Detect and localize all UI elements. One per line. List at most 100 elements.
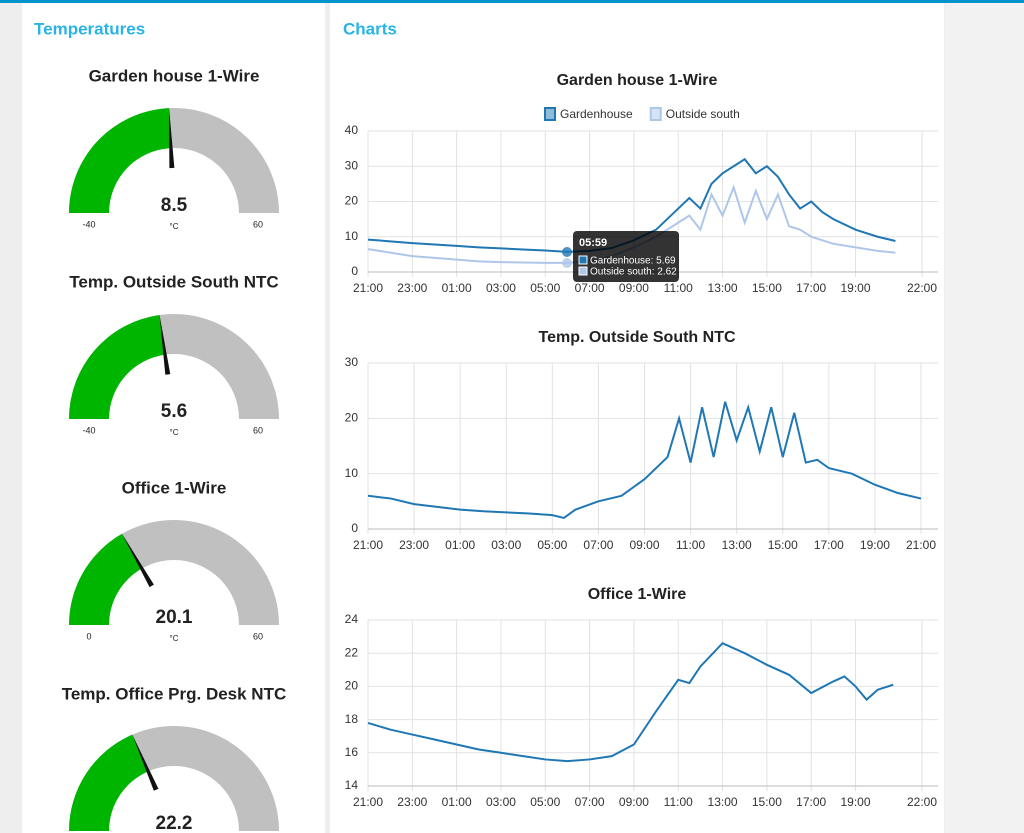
x-tick-label: 15:00: [752, 281, 782, 295]
x-tick-label: 21:00: [906, 538, 936, 552]
gauge-fill: [69, 108, 171, 213]
gauge-needle: [169, 108, 175, 169]
gauge-min: -40: [82, 425, 95, 435]
y-tick-label: 40: [345, 123, 359, 137]
y-tick-label: 24: [345, 612, 359, 626]
x-tick-label: 15:00: [768, 538, 798, 552]
x-tick-label: 23:00: [397, 795, 427, 809]
x-tick-label: 22:00: [907, 281, 937, 295]
x-tick-label: 21:00: [353, 281, 383, 295]
x-tick-label: 19:00: [841, 281, 871, 295]
side-area: [945, 3, 1024, 833]
gauge-value: 5.6: [161, 401, 187, 422]
x-tick-label: 09:00: [619, 281, 649, 295]
gauge-value: 22.2: [156, 813, 193, 833]
chart-title: Office 1-Wire: [588, 586, 687, 603]
x-tick-label: 23:00: [399, 538, 429, 552]
gauge-fill: [69, 734, 149, 831]
x-tick-label: 05:00: [530, 795, 560, 809]
gauge-value: 8.5: [161, 195, 188, 216]
x-tick-label: 01:00: [442, 281, 472, 295]
gauge-fill: [69, 315, 166, 419]
panel-title: Temperatures: [34, 19, 145, 38]
gauge-fill: [69, 533, 142, 625]
y-tick-label: 16: [345, 745, 359, 759]
gauge-title: Temp. Outside South NTC: [69, 272, 278, 291]
y-tick-label: 0: [351, 264, 358, 278]
x-tick-label: 01:00: [442, 795, 472, 809]
x-tick-label: 19:00: [841, 795, 871, 809]
x-tick-label: 17:00: [796, 281, 826, 295]
gauge-needle: [121, 533, 154, 588]
x-tick-label: 05:00: [537, 538, 567, 552]
line-series: [367, 157, 896, 253]
hover-dot: [562, 258, 572, 268]
x-tick-label: 09:00: [629, 538, 659, 552]
x-tick-label: 01:00: [445, 538, 475, 552]
gauge-unit: °C: [170, 634, 179, 643]
x-tick-label: 11:00: [664, 281, 693, 295]
gauge-needle: [132, 734, 159, 791]
x-tick-label: 21:00: [353, 795, 383, 809]
x-tick-label: 23:00: [397, 281, 427, 295]
y-tick-label: 0: [351, 521, 358, 535]
tooltip-title: 05:59: [579, 237, 607, 249]
legend-label: Outside south: [666, 107, 740, 121]
x-tick-label: 07:00: [575, 795, 605, 809]
gauge-value: 20.1: [156, 607, 193, 628]
line-series: [367, 401, 922, 520]
line-series: [367, 642, 894, 763]
panel-title: Charts: [343, 19, 397, 38]
legend-swatch: [649, 107, 662, 121]
x-tick-label: 05:00: [530, 281, 560, 295]
x-tick-label: 03:00: [486, 795, 516, 809]
y-tick-label: 10: [345, 466, 359, 480]
x-tick-label: 09:00: [619, 795, 649, 809]
legend-swatch: [544, 107, 556, 121]
line-series: [367, 184, 896, 264]
gauge-max: 60: [253, 219, 263, 229]
top-bar: [0, 0, 1024, 3]
x-tick-label: 07:00: [575, 281, 605, 295]
tooltip-line: Gardenhouse: 5.69: [590, 256, 676, 267]
y-tick-label: 20: [345, 194, 359, 208]
tooltip-box: [573, 231, 679, 282]
x-tick-label: 03:00: [486, 281, 516, 295]
gauge-unit: °C: [170, 428, 179, 437]
x-tick-label: 22:00: [907, 795, 937, 809]
y-tick-label: 22: [345, 645, 359, 659]
tooltip-line: Outside south: 2.62: [590, 267, 677, 278]
gauge-title: Temp. Office Prg. Desk NTC: [62, 684, 287, 703]
x-tick-label: 11:00: [676, 538, 705, 552]
gauge-title: Garden house 1-Wire: [89, 66, 260, 85]
chart-title: Garden house 1-Wire: [557, 72, 718, 89]
x-tick-label: 17:00: [814, 538, 844, 552]
gauge-max: 60: [253, 631, 263, 641]
chart-title: Temp. Outside South NTC: [538, 329, 735, 346]
gauge-min: 0: [86, 631, 91, 641]
x-tick-label: 07:00: [583, 538, 613, 552]
x-tick-label: 21:00: [353, 538, 383, 552]
y-tick-label: 14: [345, 778, 359, 792]
x-tick-label: 17:00: [796, 795, 826, 809]
gauge-title: Office 1-Wire: [122, 478, 227, 497]
y-tick-label: 10: [345, 229, 359, 243]
x-tick-label: 13:00: [708, 281, 738, 295]
gauge-min: -40: [82, 219, 95, 229]
x-tick-label: 19:00: [860, 538, 890, 552]
tooltip-swatch: [578, 255, 588, 265]
tooltip-swatch: [578, 266, 588, 276]
gauge-needle: [159, 315, 171, 375]
y-tick-label: 18: [345, 712, 359, 726]
hover-dot: [562, 247, 572, 257]
x-tick-label: 15:00: [752, 795, 782, 809]
x-tick-label: 11:00: [664, 795, 693, 809]
x-tick-label: 03:00: [491, 538, 521, 552]
x-tick-label: 13:00: [722, 538, 752, 552]
y-tick-label: 20: [345, 411, 359, 425]
legend-label: Gardenhouse: [560, 107, 633, 121]
x-tick-label: 13:00: [708, 795, 738, 809]
gauge-max: 60: [253, 425, 263, 435]
y-tick-label: 30: [345, 355, 359, 369]
